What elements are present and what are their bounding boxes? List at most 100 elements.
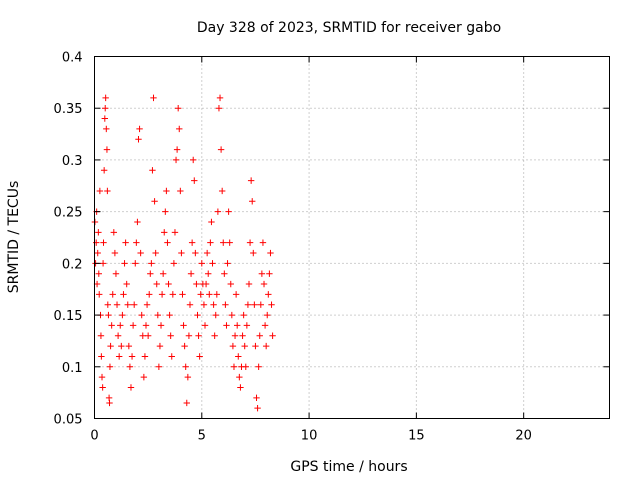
data-point: [143, 301, 151, 308]
data-point: [180, 322, 187, 329]
data-point: [146, 291, 153, 298]
data-point: [193, 280, 200, 288]
data-point: [192, 249, 199, 257]
chart-title: Day 328 of 2023, SRMTID for receiver gab…: [197, 20, 501, 36]
data-point: [104, 187, 111, 195]
grid-lines: [94, 56, 610, 419]
data-point: [100, 167, 108, 174]
data-point: [127, 384, 135, 391]
data-point: [181, 342, 188, 350]
data-point: [134, 218, 141, 226]
x-tick-label: 15: [408, 429, 425, 444]
data-point: [149, 167, 156, 174]
data-point: [243, 322, 251, 329]
data-point: [103, 146, 111, 153]
data-point: [95, 270, 102, 277]
data-point: [133, 239, 140, 246]
axis-ticks: 0 5 10 15 20 0.05 0.1 0.15 0.2 0.25 0.3 0.35 0.4: [54, 51, 610, 444]
x-tick-label: 5: [198, 429, 206, 444]
data-point: [261, 322, 269, 329]
data-point: [101, 115, 108, 122]
data-point: [225, 208, 232, 215]
data-point: [218, 187, 226, 195]
data-point: [141, 353, 149, 360]
data-point: [162, 208, 169, 215]
y-tick-label: 0.05: [54, 413, 83, 428]
data-point: [245, 280, 253, 288]
data-point: [221, 270, 228, 277]
data-point: [170, 260, 178, 267]
data-point: [205, 270, 212, 277]
data-point: [259, 239, 267, 246]
data-point: [140, 373, 148, 381]
data-point: [262, 342, 270, 350]
plot-frame: [94, 56, 610, 419]
data-point: [118, 342, 125, 350]
data-point: [109, 291, 116, 298]
data-point: [217, 146, 225, 153]
data-point: [208, 218, 215, 226]
data-point: [104, 301, 112, 308]
data-point: [114, 332, 122, 339]
data-point: [97, 332, 105, 339]
data-point: [158, 291, 166, 298]
data-point: [93, 239, 100, 246]
data-point: [228, 311, 236, 319]
data-points: [91, 94, 276, 412]
data-point: [190, 156, 197, 164]
data-point: [226, 239, 233, 246]
data-point: [211, 332, 218, 339]
data-point: [168, 353, 175, 360]
data-point: [216, 94, 224, 102]
data-point: [177, 187, 184, 195]
data-point: [113, 301, 121, 308]
data-point: [183, 399, 190, 407]
data-point: [99, 384, 106, 391]
data-point: [119, 311, 126, 319]
data-point: [255, 363, 262, 370]
data-point: [148, 260, 155, 267]
data-point: [144, 332, 152, 339]
data-point: [186, 301, 194, 308]
data-point: [212, 311, 219, 319]
data-point: [164, 239, 171, 246]
y-tick-label: 0.3: [62, 154, 83, 169]
data-point: [187, 270, 195, 277]
data-point: [235, 353, 242, 360]
data-point: [121, 260, 128, 267]
data-point: [107, 342, 114, 350]
y-tick-label: 0.35: [54, 102, 83, 117]
data-point: [151, 198, 158, 205]
data-point: [191, 177, 198, 184]
data-point: [132, 260, 139, 267]
data-point: [257, 301, 265, 308]
data-point: [237, 384, 244, 391]
data-point: [265, 291, 272, 298]
data-point: [230, 363, 238, 370]
data-point: [137, 249, 144, 257]
data-point: [250, 249, 257, 257]
data-point: [182, 363, 189, 370]
data-point: [194, 311, 201, 319]
data-point: [167, 332, 174, 339]
data-point: [159, 270, 167, 277]
data-point: [106, 363, 114, 370]
data-point: [268, 301, 275, 308]
data-point: [231, 332, 239, 339]
data-point: [260, 280, 268, 288]
data-point: [142, 322, 150, 329]
data-point: [172, 156, 180, 164]
data-point: [125, 342, 133, 350]
data-point: [128, 353, 136, 360]
data-point: [163, 187, 170, 195]
data-point: [200, 301, 208, 308]
data-point: [251, 301, 258, 308]
data-point: [220, 239, 227, 246]
data-point: [126, 363, 134, 370]
data-point: [139, 332, 146, 339]
data-point: [242, 363, 249, 370]
data-point: [185, 332, 193, 339]
data-point: [258, 270, 266, 277]
data-point: [169, 291, 177, 298]
data-point: [153, 280, 160, 288]
